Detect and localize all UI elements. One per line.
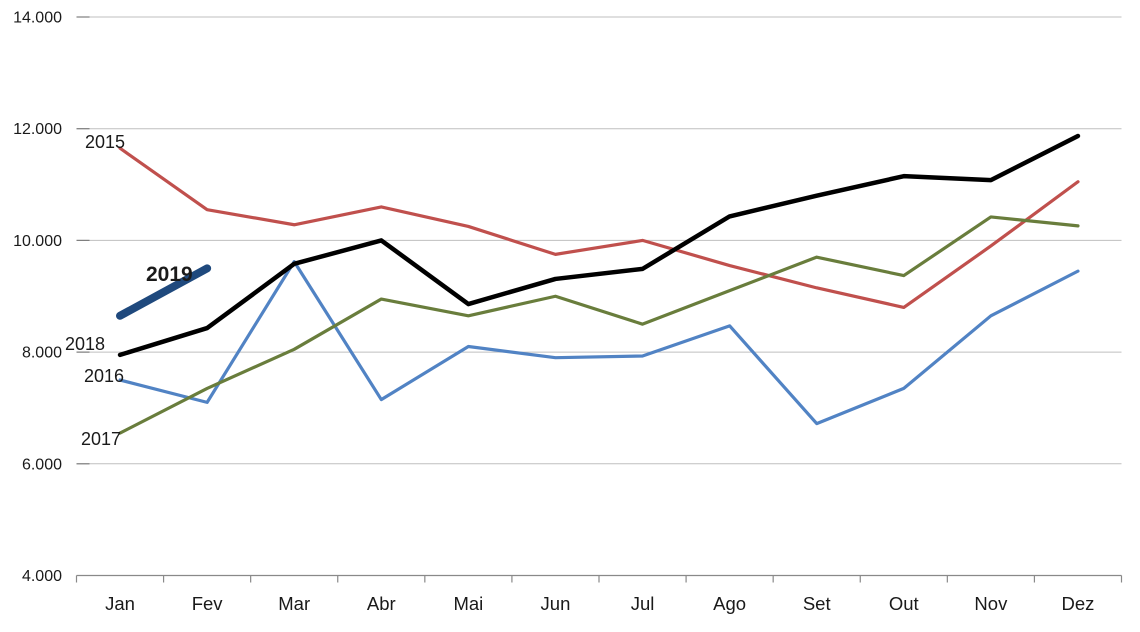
- series-line-2017: [118, 215, 1080, 435]
- series-line-2016: [118, 260, 1080, 426]
- x-tick-label: Nov: [974, 593, 1008, 614]
- y-tick-labels: 14.000 12.000 10.000 8.000 6.000 4.000: [13, 10, 62, 586]
- series-label-2018: 2018: [65, 334, 105, 354]
- x-tick-label: Fev: [192, 593, 224, 614]
- x-tick-labels: Jan Fev Mar Abr Mai Jun Jul Ago Set Out Nov Dez: [105, 593, 1094, 614]
- x-tick-label: Ago: [713, 593, 746, 614]
- series-lines: [116, 133, 1081, 435]
- x-tick-label: Jun: [541, 593, 571, 614]
- x-axis: [75, 574, 1123, 583]
- y-tick-label: 6.000: [22, 456, 62, 473]
- x-tick-label: Jan: [105, 593, 135, 614]
- x-tick-label: Out: [889, 593, 919, 614]
- x-tick-label: Set: [803, 593, 831, 614]
- x-tick-label: Abr: [367, 593, 396, 614]
- y-tick-label: 8.000: [22, 345, 62, 362]
- series-labels: 2015 2016 2017 2018 2019: [65, 132, 193, 449]
- series-line-2018: [117, 133, 1081, 358]
- series-line-2019: [116, 264, 212, 320]
- x-tick-label: Mar: [278, 593, 310, 614]
- y-tick-label: 14.000: [13, 10, 62, 27]
- series-label-2016: 2016: [84, 366, 124, 386]
- x-tick-label: Dez: [1062, 593, 1095, 614]
- x-tick-label: Jul: [631, 593, 655, 614]
- series-line-2015: [118, 146, 1080, 310]
- series-label-2015: 2015: [85, 132, 125, 152]
- series-label-2019: 2019: [146, 263, 193, 286]
- y-tick-label: 10.000: [13, 233, 62, 250]
- y-tick-label: 12.000: [13, 121, 62, 138]
- y-tick-label: 4.000: [22, 568, 62, 585]
- x-tick-label: Mai: [453, 593, 483, 614]
- series-label-2017: 2017: [81, 429, 121, 449]
- gridlines: [76, 16, 1122, 465]
